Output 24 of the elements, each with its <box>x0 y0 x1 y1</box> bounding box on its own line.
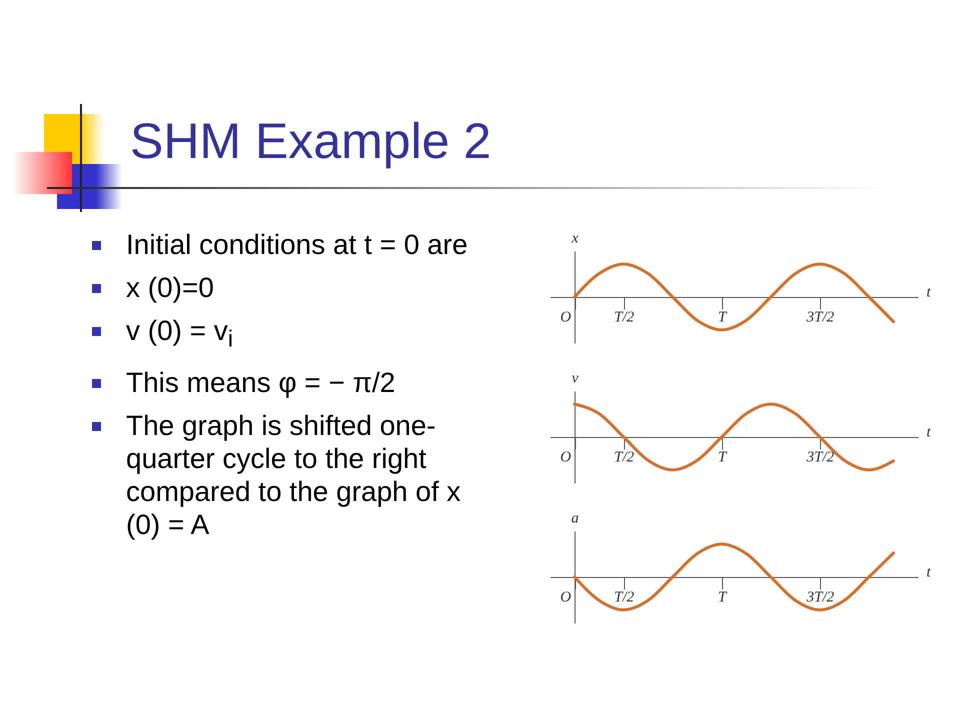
x-axis-title: t <box>926 564 932 580</box>
text: This means φ = − π/2 <box>90 366 490 399</box>
x-tick-label: T <box>718 590 728 606</box>
x-tick-label: T/2 <box>614 310 635 326</box>
x-tick-label: O <box>560 310 572 326</box>
x-tick-label: O <box>560 450 572 466</box>
x-axis-title: t <box>926 284 932 300</box>
text: v (0) = v$_{i}$ <box>90 314 490 356</box>
y-axis-title: x <box>570 230 579 246</box>
x-tick-label: 3T/2 <box>806 310 835 326</box>
x-tick-label: 3T/2 <box>806 590 835 606</box>
text: The graph is shifted one-quarter cycle to the right compared to the graph of x (0) = A <box>90 408 490 541</box>
x-tick-label: O <box>560 590 572 606</box>
y-axis-title: a <box>571 510 579 526</box>
x-tick-label: T <box>718 450 728 466</box>
x-tick-label: T/2 <box>614 450 635 466</box>
x-axis-title: t <box>926 424 932 440</box>
text: Initial conditions at t = 0 are <box>90 228 490 261</box>
x-tick-label: T <box>718 310 728 326</box>
y-axis-title: v <box>572 370 579 386</box>
x-tick-label: T/2 <box>614 590 635 606</box>
text: SHM Example 2 <box>130 112 492 170</box>
text: x (0)=0 <box>90 271 490 304</box>
x-tick-label: 3T/2 <box>806 450 835 466</box>
